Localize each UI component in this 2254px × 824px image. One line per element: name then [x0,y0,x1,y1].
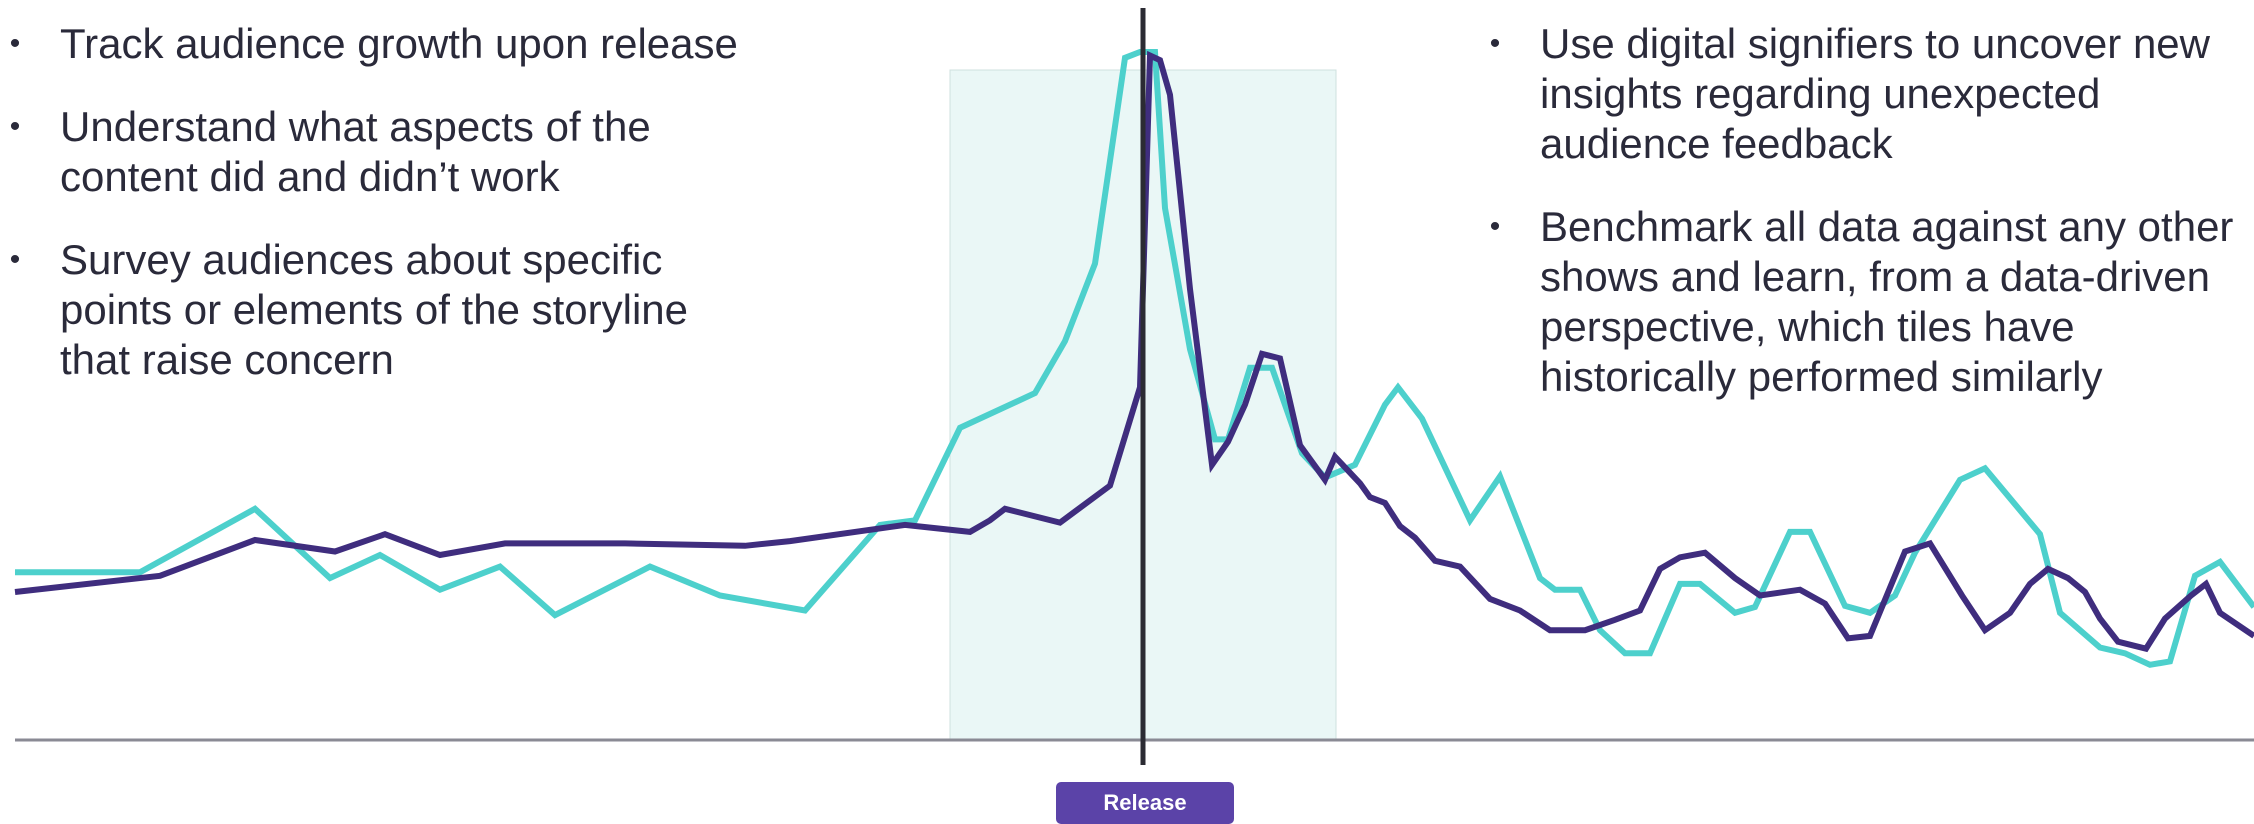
bullet-item: • Use digital signifiers to uncover new i… [1480,19,2240,169]
bullet-icon: • [1489,27,1501,60]
bullet-icon: • [1489,210,1501,243]
bullet-text: Benchmark all data against any other sho… [1540,203,2234,400]
bullet-icon: • [9,27,21,60]
bullet-list-left: • Track audience growth upon release • Und… [0,19,760,418]
bullet-text: Understand what aspects of the content d… [60,103,651,200]
bullet-item: • Benchmark all data against any other sh… [1480,202,2240,402]
bullet-list-right: • Use digital signifiers to uncover new i… [1480,19,2240,435]
bullet-text: Track audience growth upon release [60,20,738,67]
bullet-item: • Survey audiences about specific points … [0,235,760,385]
bullet-icon: • [9,243,21,276]
bullet-item: • Understand what aspects of the content … [0,102,760,202]
release-label: Release [1056,782,1234,824]
series-line-1 [15,49,2254,668]
bullet-text: Use digital signifiers to uncover new in… [1540,20,2210,167]
bullet-text: Survey audiences about specific points o… [60,236,688,383]
bullet-icon: • [9,110,21,143]
bullet-item: • Track audience growth upon release [0,19,760,69]
series-line-2 [14,50,2254,653]
